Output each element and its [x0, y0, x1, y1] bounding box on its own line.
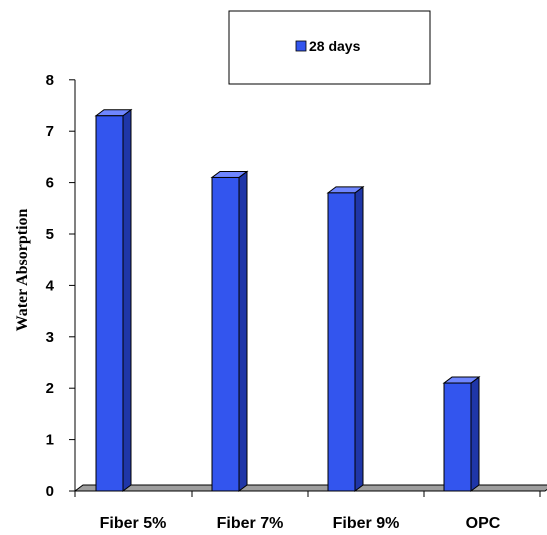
- bar-side: [238, 170, 248, 492]
- y-tick-label: 4: [46, 277, 55, 294]
- y-tick-label: 5: [46, 226, 54, 243]
- x-category-label: Fiber 5%: [100, 515, 167, 532]
- bar-fiber-5-: [94, 108, 133, 492]
- legend-box: [228, 10, 431, 85]
- legend: 28 days: [228, 10, 431, 85]
- bar-side: [470, 376, 480, 492]
- y-tick-label: 6: [46, 175, 54, 192]
- y-tick-label: 1: [46, 432, 54, 449]
- y-tick-label: 2: [46, 380, 54, 397]
- legend-label-28-days: 28 days: [309, 38, 361, 54]
- bar-front: [95, 115, 124, 492]
- bar-opc: [442, 376, 481, 492]
- y-tick-label: 8: [46, 72, 54, 89]
- bar-fiber-9-: [326, 185, 365, 492]
- bar-front: [327, 192, 356, 492]
- y-tick-label: 3: [46, 329, 54, 346]
- legend-swatch-28-days: [295, 40, 307, 52]
- bar-fiber-7-: [210, 170, 249, 492]
- x-axis-labels: Fiber 5% Fiber 7% Fiber 9% OPC: [100, 515, 501, 532]
- y-tick-label: 7: [46, 123, 54, 140]
- x-category-label: Fiber 9%: [333, 515, 400, 532]
- bar-side: [354, 185, 364, 492]
- bars: [94, 108, 481, 492]
- x-category-label: OPC: [466, 515, 501, 532]
- y-axis-title: Water Absorption: [14, 208, 31, 331]
- bar-front: [443, 382, 472, 492]
- y-tick-label: 0: [46, 483, 54, 500]
- x-category-label: Fiber 7%: [217, 515, 284, 532]
- bar-side: [122, 108, 132, 492]
- bar-front: [211, 176, 240, 492]
